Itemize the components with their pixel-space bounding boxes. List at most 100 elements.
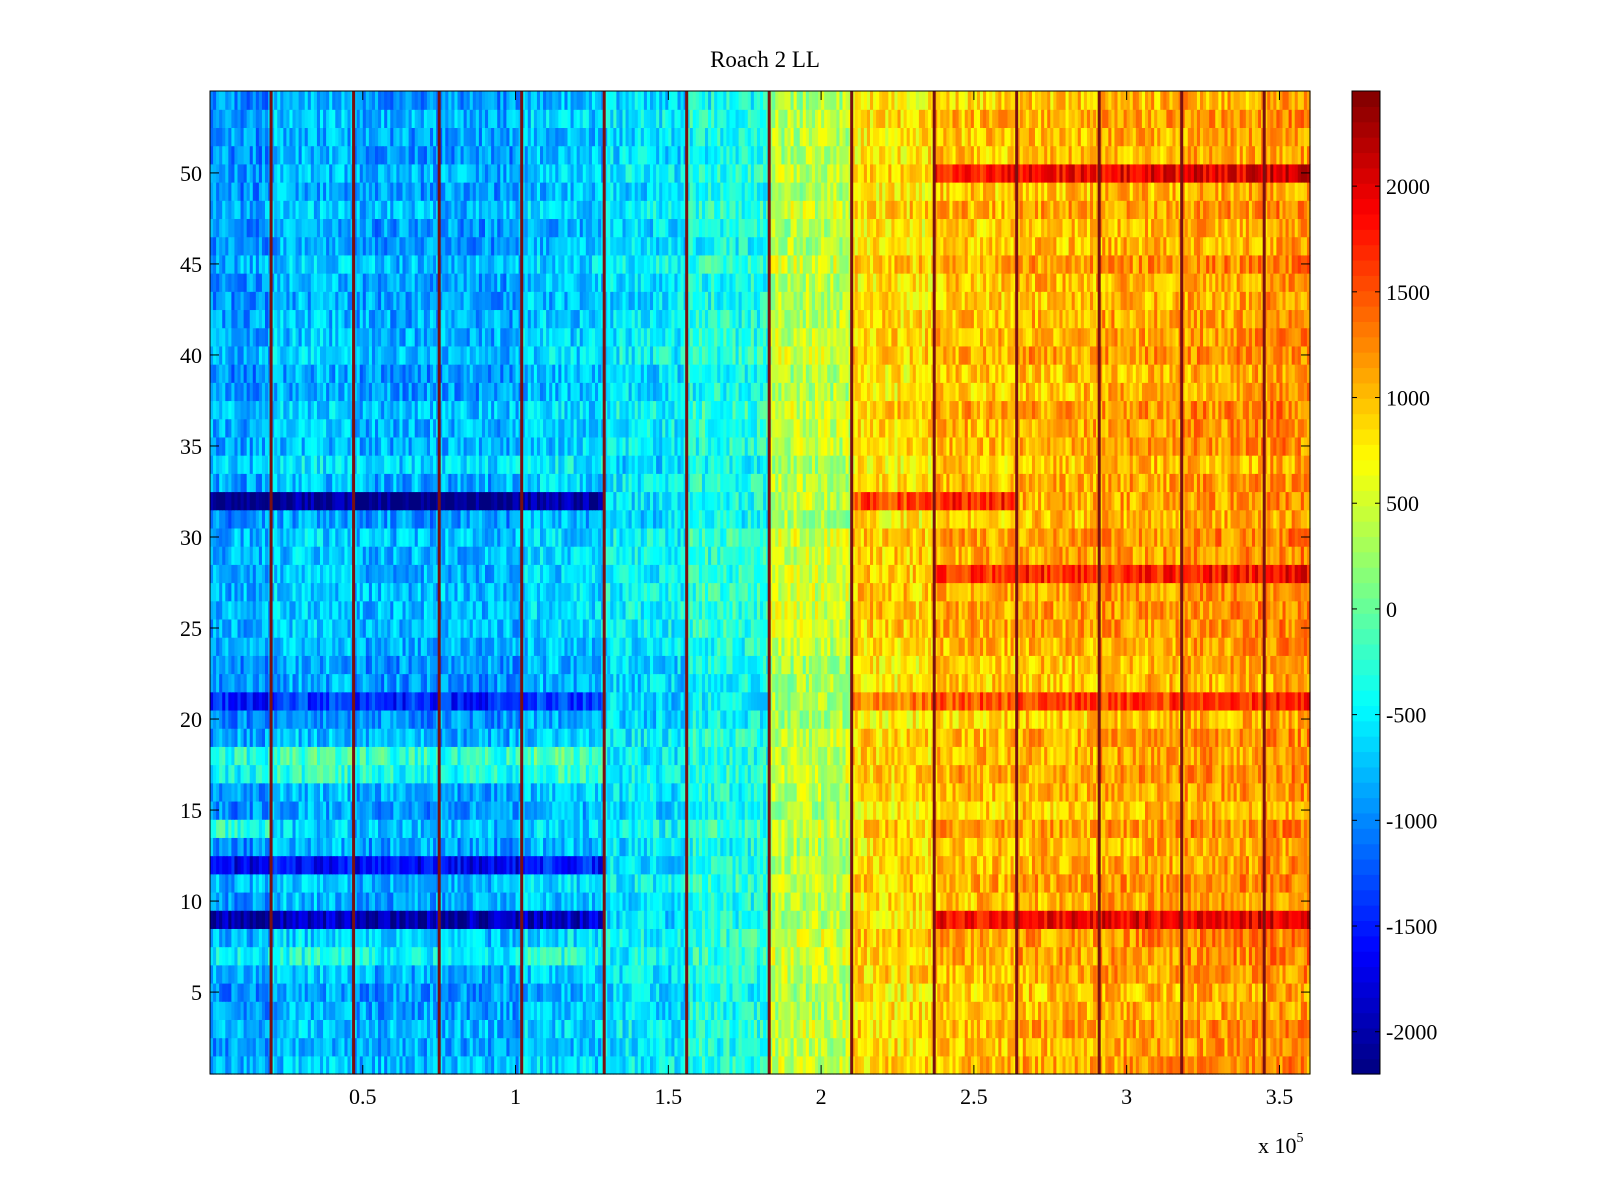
- heatmap-cell: [650, 1001, 654, 1020]
- heatmap-cell: [772, 891, 776, 911]
- heatmap-cell: [298, 873, 303, 893]
- heatmap-cell: [289, 1055, 294, 1075]
- heatmap-cell: [857, 873, 862, 893]
- heatmap-cell: [830, 1001, 834, 1020]
- heatmap-cell: [903, 1019, 908, 1039]
- heatmap-cell: [460, 1019, 465, 1039]
- heatmap-cell: [509, 928, 514, 948]
- heatmap-cell: [827, 891, 831, 911]
- heatmap-cell: [475, 928, 480, 948]
- heatmap-cell: [619, 982, 624, 1002]
- heatmap-cell: [234, 910, 239, 929]
- heatmap-cell: [295, 1037, 300, 1057]
- heatmap-cell: [1117, 1055, 1122, 1075]
- heatmap-cell: [631, 946, 636, 966]
- heatmap-cell: [1056, 891, 1061, 911]
- heatmap-cell: [665, 1037, 669, 1057]
- heatmap-cell: [961, 1001, 966, 1020]
- heatmap-cell: [882, 1001, 886, 1020]
- heatmap-cell: [656, 1037, 660, 1057]
- heatmap-cell: [246, 910, 251, 929]
- heatmap-cell: [1245, 928, 1250, 948]
- heatmap-cell: [249, 946, 254, 966]
- heatmap-cell: [451, 982, 456, 1002]
- heatmap-cell: [213, 1001, 217, 1020]
- heatmap-cell: [1138, 873, 1143, 893]
- heatmap-cell: [668, 946, 672, 966]
- heatmap-cell: [653, 891, 657, 911]
- heatmap-cell: [863, 910, 868, 929]
- heatmap-cell: [1010, 1019, 1015, 1039]
- heatmap-cell: [524, 928, 529, 948]
- heatmap-cell: [897, 964, 902, 984]
- heatmap-cell: [784, 928, 789, 948]
- heatmap-cell: [943, 964, 947, 984]
- heatmap-cell: [249, 891, 254, 911]
- heatmap-cell: [240, 964, 245, 984]
- heatmap-cell: [573, 855, 578, 875]
- heatmap-cell: [1306, 1019, 1311, 1039]
- heatmap-cell: [1294, 910, 1299, 929]
- heatmap-cell: [701, 1055, 706, 1075]
- heatmap-cell: [1138, 1055, 1143, 1075]
- heatmap-cell: [1306, 964, 1311, 984]
- heatmap-cell: [1212, 873, 1216, 893]
- heatmap-cell: [598, 928, 602, 948]
- heatmap-cell: [469, 873, 474, 893]
- heatmap-cell: [460, 946, 465, 966]
- heatmap-cell: [952, 1001, 957, 1020]
- heatmap-cell: [937, 982, 941, 1002]
- heatmap-cell: [885, 946, 889, 966]
- heatmap-cell: [1184, 964, 1189, 984]
- heatmap-cell: [356, 855, 361, 875]
- heatmap-cell: [558, 910, 562, 929]
- heatmap-cell: [973, 873, 978, 893]
- heatmap-cell: [879, 982, 883, 1002]
- heatmap-cell: [775, 1055, 779, 1075]
- heatmap-cell: [362, 928, 367, 948]
- heatmap-cell: [451, 1001, 456, 1020]
- heatmap-cell: [805, 982, 810, 1002]
- heatmap-cell: [356, 891, 361, 911]
- heatmap-cell: [983, 891, 987, 911]
- heatmap-cell: [750, 1055, 755, 1075]
- heatmap-cell: [387, 910, 391, 929]
- heatmap-cell: [934, 910, 938, 929]
- heatmap-cell: [989, 964, 993, 984]
- heatmap-cell: [1141, 1019, 1146, 1039]
- heatmap-cell: [561, 1037, 566, 1057]
- heatmap-cell: [909, 964, 914, 984]
- heatmap-cell: [662, 928, 666, 948]
- heatmap-cell: [344, 1019, 349, 1039]
- heatmap-cell: [912, 1019, 917, 1039]
- heatmap-cell: [213, 946, 217, 966]
- heatmap-cell: [949, 1055, 954, 1075]
- heatmap-cell: [494, 928, 498, 948]
- heatmap-cell: [1041, 910, 1045, 929]
- heatmap-cell: [983, 964, 987, 984]
- heatmap-cell: [1083, 982, 1088, 1002]
- heatmap-cell: [1090, 982, 1094, 1002]
- heatmap-cell: [1196, 982, 1201, 1002]
- heatmap-cell: [1111, 1037, 1116, 1057]
- heatmap-cell: [316, 1037, 321, 1057]
- heatmap-cell: [497, 946, 501, 966]
- heatmap-cell: [509, 855, 514, 875]
- heatmap-cell: [1184, 873, 1189, 893]
- heatmap-cell: [983, 873, 987, 893]
- heatmap-cell: [619, 873, 624, 893]
- heatmap-cell: [1105, 964, 1109, 984]
- heatmap-cell: [411, 1001, 416, 1020]
- heatmap-cell: [986, 1037, 990, 1057]
- heatmap-cell: [650, 1037, 654, 1057]
- heatmap-cell: [598, 1001, 602, 1020]
- heatmap-cell: [839, 928, 844, 948]
- heatmap-cell: [1206, 1037, 1210, 1057]
- heatmap-cell: [280, 1001, 284, 1020]
- heatmap-cell: [711, 1037, 715, 1057]
- heatmap-cell: [356, 1001, 361, 1020]
- heatmap-cell: [533, 1019, 538, 1039]
- heatmap-cell: [1007, 928, 1012, 948]
- heatmap-cell: [1297, 891, 1302, 911]
- heatmap-cell: [980, 1037, 984, 1057]
